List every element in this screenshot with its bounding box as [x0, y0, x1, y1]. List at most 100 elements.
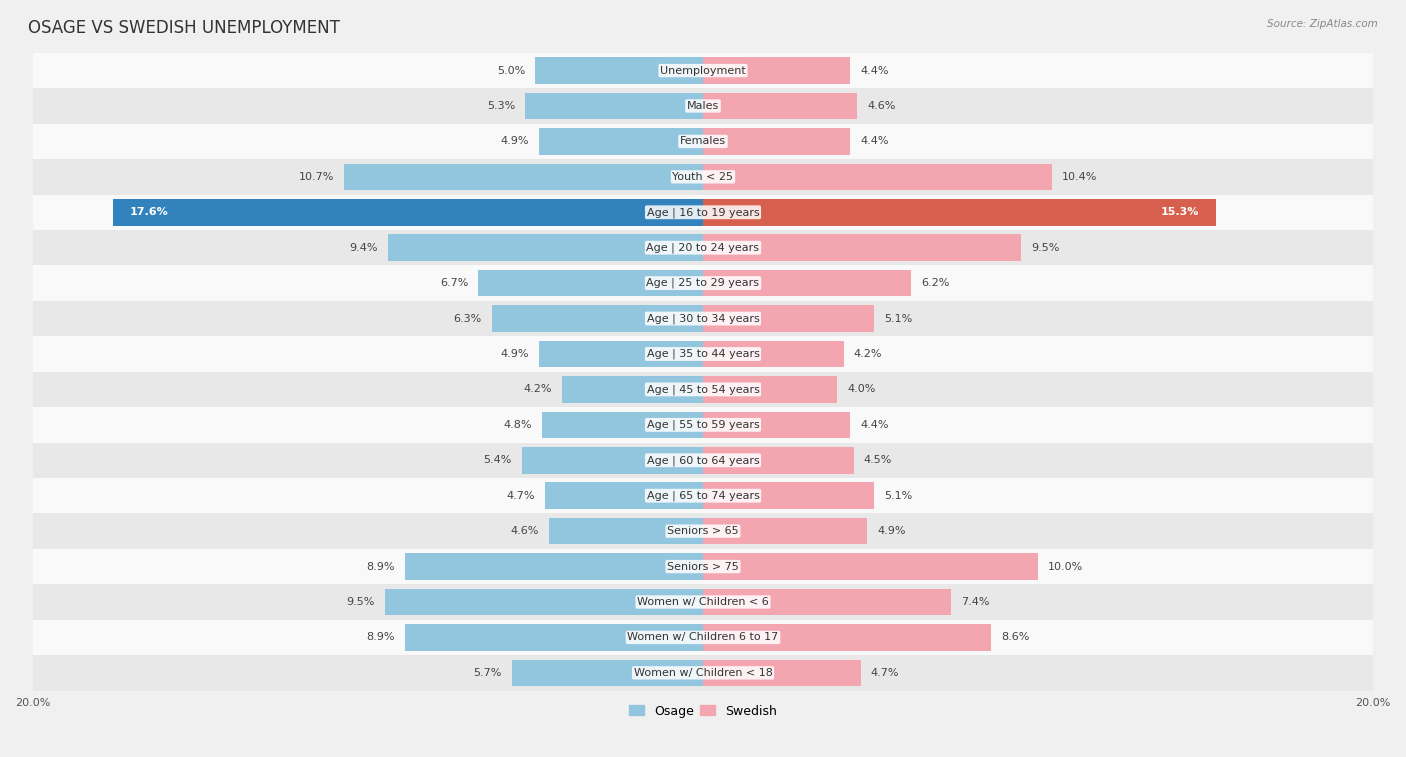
- Text: 5.7%: 5.7%: [474, 668, 502, 678]
- Bar: [703, 341, 844, 367]
- Text: 10.7%: 10.7%: [299, 172, 335, 182]
- Text: 6.3%: 6.3%: [454, 313, 482, 323]
- Bar: [703, 659, 860, 686]
- Bar: [703, 128, 851, 154]
- Text: Age | 35 to 44 years: Age | 35 to 44 years: [647, 349, 759, 360]
- Text: Age | 60 to 64 years: Age | 60 to 64 years: [647, 455, 759, 466]
- Bar: [538, 128, 703, 154]
- Text: 9.5%: 9.5%: [1032, 243, 1060, 253]
- Text: 4.2%: 4.2%: [853, 349, 883, 359]
- Bar: [703, 305, 875, 332]
- Text: 6.2%: 6.2%: [921, 278, 949, 288]
- Bar: [703, 482, 875, 509]
- Bar: [526, 92, 703, 120]
- Bar: [385, 589, 703, 615]
- Text: 4.9%: 4.9%: [877, 526, 905, 536]
- Bar: [703, 624, 991, 651]
- Text: 5.4%: 5.4%: [484, 455, 512, 466]
- Text: 4.8%: 4.8%: [503, 420, 531, 430]
- Text: Age | 45 to 54 years: Age | 45 to 54 years: [647, 384, 759, 394]
- Bar: [703, 164, 1052, 190]
- Bar: [32, 443, 1374, 478]
- Text: 4.6%: 4.6%: [868, 101, 896, 111]
- Text: 8.9%: 8.9%: [366, 632, 395, 643]
- Bar: [32, 513, 1374, 549]
- Text: Unemployment: Unemployment: [661, 66, 745, 76]
- Bar: [405, 624, 703, 651]
- Bar: [32, 620, 1374, 655]
- Bar: [32, 230, 1374, 266]
- Text: 6.7%: 6.7%: [440, 278, 468, 288]
- Text: 10.0%: 10.0%: [1049, 562, 1084, 572]
- Text: Seniors > 75: Seniors > 75: [666, 562, 740, 572]
- Text: 4.7%: 4.7%: [870, 668, 898, 678]
- Text: 4.9%: 4.9%: [501, 349, 529, 359]
- Text: Age | 25 to 29 years: Age | 25 to 29 years: [647, 278, 759, 288]
- Bar: [32, 655, 1374, 690]
- Bar: [703, 376, 837, 403]
- Text: 10.4%: 10.4%: [1062, 172, 1097, 182]
- Bar: [703, 92, 858, 120]
- Bar: [703, 412, 851, 438]
- Bar: [546, 482, 703, 509]
- Bar: [538, 341, 703, 367]
- Text: Age | 55 to 59 years: Age | 55 to 59 years: [647, 419, 759, 430]
- Bar: [478, 269, 703, 297]
- Text: Women w/ Children < 18: Women w/ Children < 18: [634, 668, 772, 678]
- Text: 17.6%: 17.6%: [129, 207, 169, 217]
- Text: 4.4%: 4.4%: [860, 136, 889, 146]
- Text: Women w/ Children 6 to 17: Women w/ Children 6 to 17: [627, 632, 779, 643]
- Text: OSAGE VS SWEDISH UNEMPLOYMENT: OSAGE VS SWEDISH UNEMPLOYMENT: [28, 19, 340, 37]
- Text: Women w/ Children < 6: Women w/ Children < 6: [637, 597, 769, 607]
- Text: Age | 20 to 24 years: Age | 20 to 24 years: [647, 242, 759, 253]
- Text: 9.4%: 9.4%: [350, 243, 378, 253]
- Bar: [703, 58, 851, 84]
- Bar: [703, 269, 911, 297]
- Bar: [536, 58, 703, 84]
- Text: 7.4%: 7.4%: [962, 597, 990, 607]
- Text: 9.5%: 9.5%: [346, 597, 374, 607]
- Text: 4.5%: 4.5%: [863, 455, 893, 466]
- Bar: [32, 301, 1374, 336]
- Bar: [344, 164, 703, 190]
- Bar: [562, 376, 703, 403]
- Text: Age | 16 to 19 years: Age | 16 to 19 years: [647, 207, 759, 217]
- Text: 4.6%: 4.6%: [510, 526, 538, 536]
- Text: 4.7%: 4.7%: [508, 491, 536, 500]
- Text: Age | 65 to 74 years: Age | 65 to 74 years: [647, 491, 759, 501]
- Bar: [543, 412, 703, 438]
- Bar: [548, 518, 703, 544]
- Bar: [405, 553, 703, 580]
- Bar: [32, 372, 1374, 407]
- Text: Males: Males: [688, 101, 718, 111]
- Bar: [703, 553, 1038, 580]
- Text: Source: ZipAtlas.com: Source: ZipAtlas.com: [1267, 19, 1378, 29]
- Text: 4.0%: 4.0%: [848, 385, 876, 394]
- Bar: [32, 53, 1374, 89]
- Text: 5.0%: 5.0%: [498, 66, 526, 76]
- Text: 5.3%: 5.3%: [486, 101, 516, 111]
- Bar: [32, 123, 1374, 159]
- Bar: [703, 589, 950, 615]
- Bar: [388, 235, 703, 261]
- Bar: [32, 266, 1374, 301]
- Text: 15.3%: 15.3%: [1161, 207, 1199, 217]
- Text: Seniors > 65: Seniors > 65: [668, 526, 738, 536]
- Bar: [32, 407, 1374, 443]
- Bar: [32, 584, 1374, 620]
- Bar: [703, 447, 853, 474]
- Text: 8.6%: 8.6%: [1001, 632, 1029, 643]
- Bar: [32, 89, 1374, 123]
- Bar: [703, 518, 868, 544]
- Text: 5.1%: 5.1%: [884, 313, 912, 323]
- Legend: Osage, Swedish: Osage, Swedish: [624, 699, 782, 723]
- Bar: [32, 159, 1374, 195]
- Text: 5.1%: 5.1%: [884, 491, 912, 500]
- Text: 8.9%: 8.9%: [366, 562, 395, 572]
- Text: Youth < 25: Youth < 25: [672, 172, 734, 182]
- Bar: [512, 659, 703, 686]
- Text: Females: Females: [681, 136, 725, 146]
- Text: 4.4%: 4.4%: [860, 420, 889, 430]
- Bar: [703, 235, 1021, 261]
- Bar: [32, 478, 1374, 513]
